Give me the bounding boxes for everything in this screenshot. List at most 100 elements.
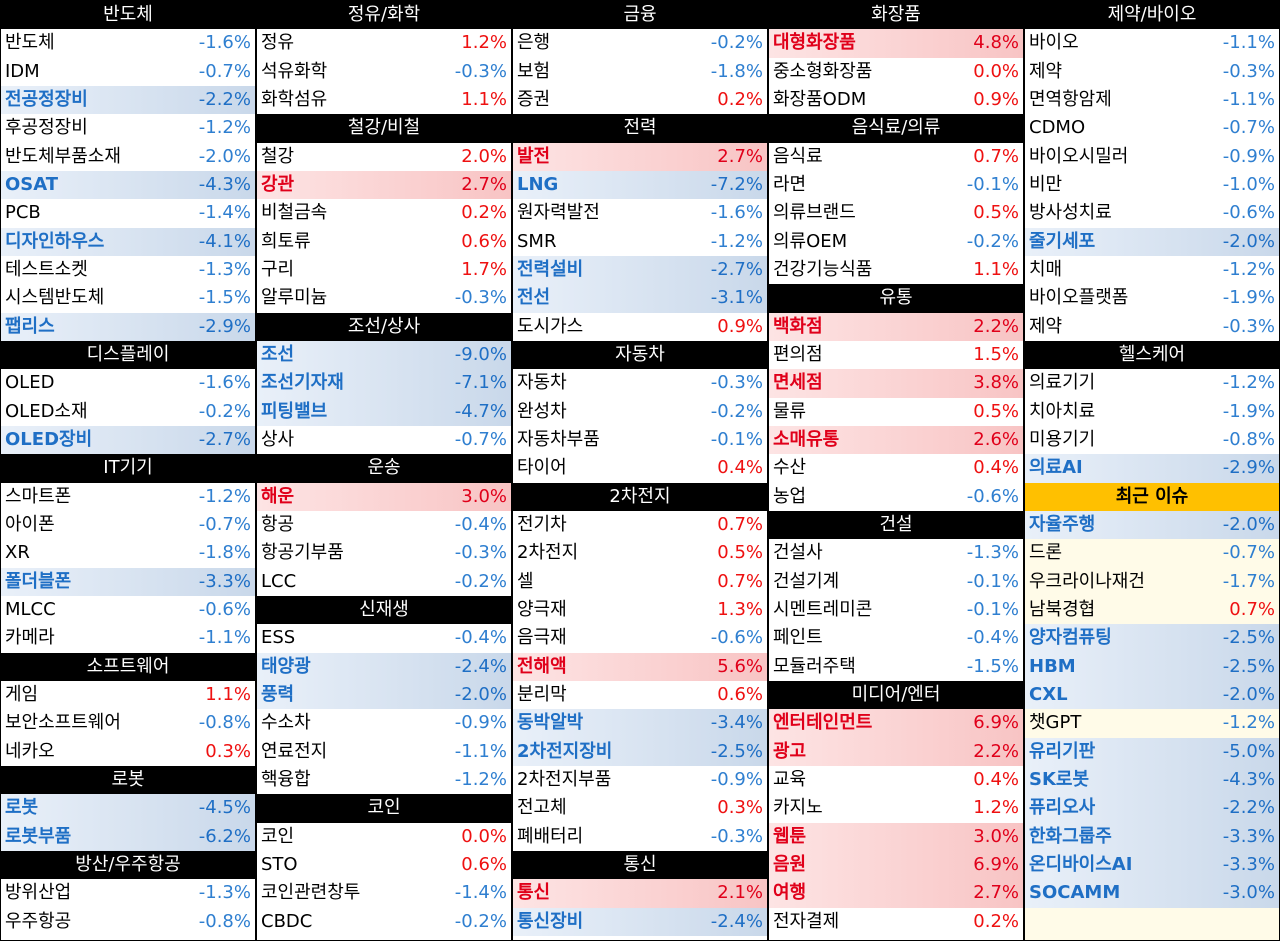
sector-row[interactable]: 음원 6.9% [769,850,1023,880]
sector-row[interactable]: 핵융합 -1.2% [257,766,511,794]
sector-row[interactable]: SMR -1.2% [513,228,767,256]
sector-row[interactable]: 후공정장비 -1.2% [1,114,255,142]
sector-row[interactable]: 모듈러주택 -1.5% [769,653,1023,681]
sector-row[interactable]: 치매 -1.2% [1025,256,1279,284]
sector-row[interactable]: 2차전지 0.5% [513,539,767,567]
sector-row[interactable]: 피팅밸브 -4.7% [257,397,511,426]
sector-row[interactable]: OLED소재 -0.2% [1,398,255,426]
sector-row[interactable]: 로봇 -4.5% [1,794,255,823]
sector-row[interactable]: 시스템반도체 -1.5% [1,284,255,312]
sector-row[interactable]: 남북경협 0.7% [1025,595,1279,625]
sector-row[interactable]: 구리 1.7% [257,256,511,284]
sector-row[interactable]: 미용기기 -0.8% [1025,426,1279,454]
sector-row[interactable]: 화학섬유 1.1% [257,86,511,114]
sector-row[interactable]: 건강기능식품 1.1% [769,256,1023,284]
sector-row[interactable]: 면세점 3.8% [769,369,1023,398]
sector-row[interactable]: OLED -1.6% [1,369,255,397]
sector-row[interactable]: 카지노 1.2% [769,794,1023,822]
sector-row[interactable]: LCC -0.2% [257,568,511,596]
sector-row[interactable]: 전선 -3.1% [513,284,767,313]
sector-row[interactable]: 풍력 -2.0% [257,680,511,710]
sector-row[interactable]: 자율주행 -2.0% [1025,510,1279,540]
sector-row[interactable]: 게임 1.1% [1,681,255,709]
sector-row[interactable]: 의료AI -2.9% [1025,454,1279,483]
sector-row[interactable]: STO 0.6% [257,851,511,879]
sector-row[interactable]: 웹툰 3.0% [769,822,1023,851]
sector-row[interactable]: 알루미늄 -0.3% [257,284,511,312]
sector-row[interactable]: 완성차 -0.2% [513,398,767,426]
sector-row[interactable]: 원자력발전 -1.6% [513,199,767,227]
sector-row[interactable]: CBDC -0.2% [257,908,511,936]
sector-row[interactable]: 온디바이스AI -3.3% [1025,850,1279,880]
sector-row[interactable]: 화장품ODM 0.9% [769,86,1023,114]
sector-row[interactable]: 의류브랜드 0.5% [769,199,1023,227]
sector-row[interactable]: 대형화장품 4.8% [769,29,1023,58]
sector-row[interactable]: 제약 -0.3% [1025,313,1279,341]
sector-row[interactable]: 수산 0.4% [769,454,1023,482]
sector-row[interactable]: SK로봇 -4.3% [1025,765,1279,795]
sector-row[interactable]: 디자인하우스 -4.1% [1,227,255,256]
sector-row[interactable]: 아이폰 -0.7% [1,511,255,539]
sector-row[interactable]: HBM -2.5% [1025,652,1279,681]
sector-row[interactable]: 석유화학 -0.3% [257,58,511,86]
sector-row[interactable]: 치아치료 -1.9% [1025,398,1279,426]
sector-row[interactable]: 유리기판 -5.0% [1025,737,1279,766]
sector-row[interactable]: 통신 2.1% [513,879,767,908]
sector-row[interactable]: 페인트 -0.4% [769,624,1023,652]
sector-row[interactable]: 라면 -0.1% [769,171,1023,199]
sector-row[interactable]: 항공기부품 -0.3% [257,539,511,567]
sector-row[interactable]: 셀 0.7% [513,568,767,596]
sector-row[interactable]: 면역항암제 -1.1% [1025,86,1279,114]
sector-row[interactable]: XR -1.8% [1,539,255,567]
sector-row[interactable]: PCB -1.4% [1,199,255,227]
sector-row[interactable]: 2차전지부품 -0.9% [513,766,767,794]
sector-row[interactable]: 물류 0.5% [769,398,1023,426]
sector-row[interactable]: 은행 -0.2% [513,29,767,57]
sector-row[interactable]: 전해액 5.6% [513,652,767,681]
sector-row[interactable]: 항공 -0.4% [257,511,511,539]
sector-row[interactable]: OLED장비 -2.7% [1,425,255,455]
sector-row[interactable]: 우크라이나재건 -1.7% [1025,567,1279,596]
sector-row[interactable]: 건설기계 -0.1% [769,568,1023,596]
sector-row[interactable]: 드론 -0.7% [1025,539,1279,568]
sector-row[interactable]: OSAT -4.3% [1,170,255,200]
sector-row[interactable]: 연료전지 -1.1% [257,738,511,766]
sector-row[interactable]: 중소형화장품 0.0% [769,58,1023,86]
sector-row[interactable]: 제약 -0.3% [1025,58,1279,86]
sector-row[interactable]: 폴더블폰 -3.3% [1,567,255,596]
sector-row[interactable]: 코인 0.0% [257,823,511,851]
sector-row[interactable]: 통신장비 -2.4% [513,907,767,936]
sector-row[interactable]: 비만 -1.0% [1025,171,1279,199]
sector-row[interactable]: 챗GPT -1.2% [1025,709,1279,738]
sector-row[interactable]: ESS -0.4% [257,624,511,652]
sector-row[interactable]: 동박알박 -3.4% [513,709,767,738]
sector-row[interactable]: 스마트폰 -1.2% [1,483,255,511]
sector-row[interactable]: 의류OEM -0.2% [769,228,1023,256]
sector-row[interactable]: 교육 0.4% [769,766,1023,794]
sector-row[interactable]: 테스트소켓 -1.3% [1,256,255,284]
sector-row[interactable]: 농업 -0.6% [769,483,1023,511]
sector-row[interactable]: 네카오 0.3% [1,738,255,766]
sector-row[interactable]: 전고체 0.3% [513,794,767,822]
sector-row[interactable]: 음식료 0.7% [769,143,1023,171]
sector-row[interactable]: 퓨리오사 -2.2% [1025,794,1279,823]
sector-row[interactable]: MLCC -0.6% [1,596,255,624]
sector-row[interactable]: 바이오 -1.1% [1025,29,1279,57]
sector-row[interactable]: 한화그룹주 -3.3% [1025,822,1279,851]
sector-row[interactable]: 수소차 -0.9% [257,709,511,737]
sector-row[interactable]: 로봇부품 -6.2% [1,822,255,851]
sector-row[interactable]: 조선기자재 -7.1% [257,369,511,398]
sector-row[interactable]: 상사 -0.7% [257,426,511,454]
sector-row[interactable]: 자동차부품 -0.1% [513,426,767,454]
sector-row[interactable]: LNG -7.2% [513,170,767,200]
sector-row[interactable]: SOCAMM -3.0% [1025,879,1279,908]
sector-row[interactable]: 희토류 0.6% [257,228,511,256]
sector-row[interactable]: 2차전지장비 -2.5% [513,737,767,766]
sector-row[interactable]: 광고 2.2% [769,737,1023,766]
sector-row[interactable]: 엔터테인먼트 6.9% [769,709,1023,738]
sector-row[interactable]: 양자컴퓨팅 -2.5% [1025,624,1279,653]
sector-row[interactable]: 양극재 1.3% [513,596,767,624]
sector-row[interactable]: 폐배터리 -0.3% [513,823,767,851]
sector-row[interactable]: 코인관련창투 -1.4% [257,879,511,907]
sector-row[interactable]: 여행 2.7% [769,879,1023,908]
